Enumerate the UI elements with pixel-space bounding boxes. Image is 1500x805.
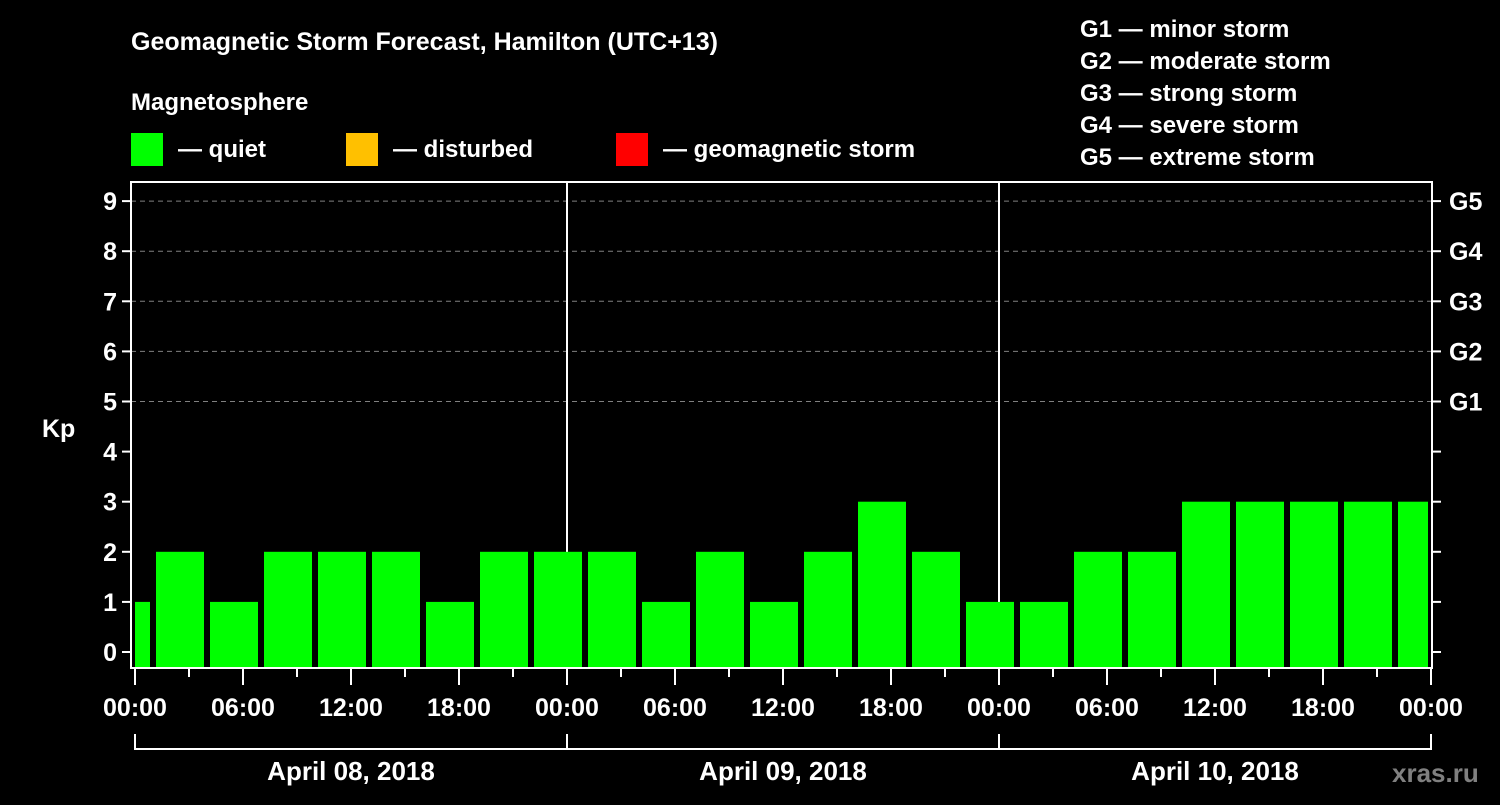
y-tick-label: 4	[103, 439, 117, 467]
axes: 0 1 2 3 4 5 6 7 8 9 G1 G2 G3 G4 G5 00:00 06:00 12:00 18:00…	[103, 181, 1482, 786]
kp-bar	[966, 601, 1014, 668]
kp-bar	[1290, 501, 1338, 668]
storm-scale-item: G4 — severe storm	[1080, 112, 1299, 139]
day-bracket	[998, 734, 1432, 750]
y-tick-label: 3	[103, 489, 117, 517]
x-tick-label: 18:00	[859, 694, 923, 722]
x-tick-label: 18:00	[427, 694, 491, 722]
day-label: April 09, 2018	[699, 756, 867, 786]
kp-bar	[135, 601, 150, 668]
g-level-label: G3	[1449, 288, 1482, 316]
g-level-label: G4	[1449, 238, 1482, 266]
y-tick-label: 0	[103, 639, 117, 667]
legend: — quiet — disturbed — geomagnetic storm	[131, 133, 915, 166]
legend-label: — geomagnetic storm	[663, 136, 915, 163]
kp-bar	[696, 551, 744, 668]
g-level-label: G2	[1449, 338, 1482, 366]
kp-bar	[1020, 601, 1068, 668]
bars	[135, 501, 1428, 668]
x-tick-label: 00:00	[535, 694, 599, 722]
kp-bar	[318, 551, 366, 668]
kp-bar	[210, 601, 258, 668]
x-tick-label: 12:00	[319, 694, 383, 722]
legend-swatch	[131, 133, 163, 166]
day-label: April 08, 2018	[267, 756, 435, 786]
x-tick-label: 00:00	[103, 694, 167, 722]
kp-bar	[804, 551, 852, 668]
kp-bar	[372, 551, 420, 668]
kp-bar	[912, 551, 960, 668]
day-label: April 10, 2018	[1131, 756, 1299, 786]
grid	[131, 182, 1432, 668]
storm-scale-item: G5 — extreme storm	[1080, 144, 1315, 171]
g-level-label: G1	[1449, 389, 1482, 417]
legend-swatch	[616, 133, 648, 166]
watermark: xras.ru	[1392, 758, 1479, 788]
x-tick-label: 00:00	[1399, 694, 1463, 722]
storm-scale-item: G3 — strong storm	[1080, 80, 1297, 107]
x-tick-label: 06:00	[211, 694, 275, 722]
storm-scale-item: G1 — minor storm	[1080, 16, 1289, 43]
x-tick-label: 06:00	[1075, 694, 1139, 722]
x-tick-label: 12:00	[1183, 694, 1247, 722]
y-axis-label: Kp	[42, 415, 75, 443]
kp-bar	[1074, 551, 1122, 668]
y-tick-label: 5	[103, 389, 117, 417]
kp-bar	[750, 601, 798, 668]
legend-swatch	[346, 133, 378, 166]
storm-scale-item: G2 — moderate storm	[1080, 48, 1331, 75]
kp-bar	[858, 501, 906, 668]
y-tick-label: 7	[103, 288, 117, 316]
y-tick-label: 1	[103, 589, 117, 617]
kp-bar	[534, 551, 582, 668]
kp-bar	[1182, 501, 1230, 668]
kp-bar	[1128, 551, 1176, 668]
kp-bar	[1398, 501, 1428, 668]
y-tick-label: 8	[103, 238, 117, 266]
y-tick-label: 2	[103, 539, 117, 567]
kp-bar	[588, 551, 636, 668]
day-bracket	[134, 734, 568, 750]
y-tick-label: 6	[103, 338, 117, 366]
kp-bar	[264, 551, 312, 668]
x-tick-label: 18:00	[1291, 694, 1355, 722]
kp-bar	[480, 551, 528, 668]
x-tick-label: 00:00	[967, 694, 1031, 722]
x-tick-label: 06:00	[643, 694, 707, 722]
storm-scale-legend: G1 — minor storm G2 — moderate storm G3 — …	[1080, 16, 1331, 171]
legend-title: Magnetosphere	[131, 89, 308, 116]
kp-bar	[156, 551, 204, 668]
legend-label: — disturbed	[393, 136, 533, 163]
day-bracket	[566, 734, 1000, 750]
y-tick-label: 9	[103, 188, 117, 216]
kp-bar	[642, 601, 690, 668]
kp-bar	[1344, 501, 1392, 668]
chart-title: Geomagnetic Storm Forecast, Hamilton (UT…	[131, 28, 718, 56]
kp-bar	[1236, 501, 1284, 668]
kp-bar	[426, 601, 474, 668]
legend-label: — quiet	[178, 136, 266, 163]
x-tick-label: 12:00	[751, 694, 815, 722]
g-level-label: G5	[1449, 188, 1482, 216]
plot-frame	[130, 181, 1433, 669]
